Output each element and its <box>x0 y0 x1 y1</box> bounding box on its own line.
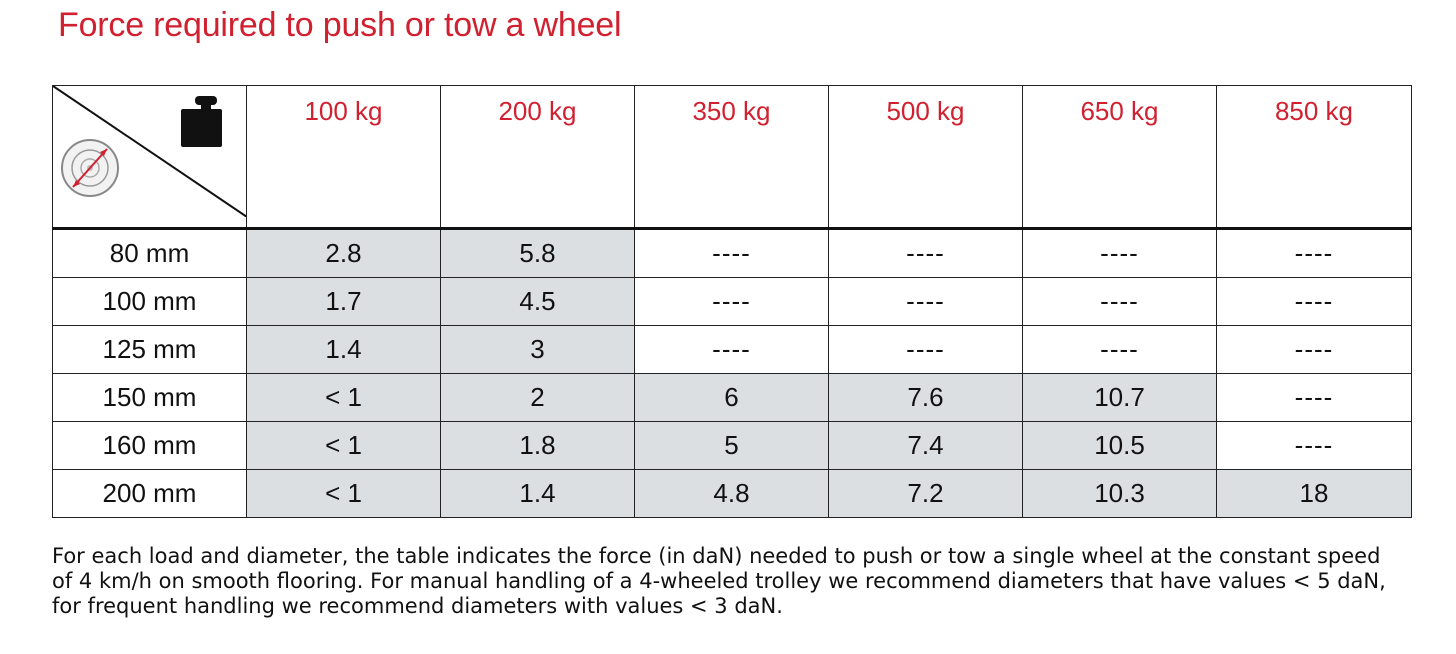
table-row: 80 mm 2.8 5.8 ---- ---- ---- ---- <box>52 228 1412 278</box>
force-value-cell: 5 <box>634 421 829 470</box>
load-header-200kg: 200 kg <box>440 85 635 230</box>
diameter-cell: 200 mm <box>52 469 247 518</box>
force-value-cell: 10.7 <box>1022 373 1217 422</box>
load-header-100kg: 100 kg <box>246 85 441 230</box>
corner-diagonal <box>53 86 247 217</box>
force-value-cell: 5.8 <box>440 228 635 278</box>
force-value-cell: 2 <box>440 373 635 422</box>
page-title: Force required to push or tow a wheel <box>58 6 622 44</box>
force-value-cell: ---- <box>1022 277 1217 326</box>
force-value-cell: ---- <box>634 325 829 374</box>
force-value-cell: ---- <box>1216 325 1412 374</box>
weight-icon <box>181 96 222 147</box>
force-value-cell: 1.7 <box>246 277 441 326</box>
footnote-line: for frequent handling we recommend diame… <box>52 594 783 618</box>
force-value-cell: ---- <box>1216 421 1412 470</box>
force-value-cell: 3 <box>440 325 635 374</box>
table-row: 160 mm < 1 1.8 5 7.4 10.5 ---- <box>52 421 1412 470</box>
force-value-cell: 10.3 <box>1022 469 1217 518</box>
force-table: 100 kg 200 kg 350 kg 500 kg 650 kg 850 k… <box>52 85 1412 518</box>
force-value-cell: ---- <box>1216 228 1412 278</box>
force-value-cell: 1.8 <box>440 421 635 470</box>
load-header-650kg: 650 kg <box>1022 85 1217 230</box>
table-row: 125 mm 1.4 3 ---- ---- ---- ---- <box>52 325 1412 374</box>
diameter-cell: 150 mm <box>52 373 247 422</box>
header-row: 100 kg 200 kg 350 kg 500 kg 650 kg 850 k… <box>52 85 1412 230</box>
load-header-850kg: 850 kg <box>1216 85 1412 230</box>
footnote: For each load and diameter, the table in… <box>52 544 1422 619</box>
load-header-350kg: 350 kg <box>634 85 829 230</box>
diameter-cell: 125 mm <box>52 325 247 374</box>
corner-cell <box>52 85 247 230</box>
force-value-cell: 2.8 <box>246 228 441 278</box>
force-value-cell: < 1 <box>246 421 441 470</box>
diameter-cell: 160 mm <box>52 421 247 470</box>
force-value-cell: 7.6 <box>828 373 1023 422</box>
force-value-cell: < 1 <box>246 469 441 518</box>
force-value-cell: 18 <box>1216 469 1412 518</box>
force-value-cell: ---- <box>1216 373 1412 422</box>
force-value-cell: 10.5 <box>1022 421 1217 470</box>
force-value-cell: ---- <box>828 228 1023 278</box>
force-value-cell: ---- <box>634 228 829 278</box>
force-value-cell: 1.4 <box>246 325 441 374</box>
wheel-diameter-icon <box>61 139 119 197</box>
force-value-cell: 7.4 <box>828 421 1023 470</box>
force-value-cell: < 1 <box>246 373 441 422</box>
force-value-cell: 4.5 <box>440 277 635 326</box>
force-value-cell: ---- <box>828 325 1023 374</box>
force-value-cell: ---- <box>828 277 1023 326</box>
force-value-cell: 7.2 <box>828 469 1023 518</box>
diameter-cell: 80 mm <box>52 228 247 278</box>
force-value-cell: ---- <box>1022 325 1217 374</box>
force-value-cell: 4.8 <box>634 469 829 518</box>
force-value-cell: 1.4 <box>440 469 635 518</box>
force-value-cell: ---- <box>634 277 829 326</box>
force-value-cell: ---- <box>1022 228 1217 278</box>
table-row: 100 mm 1.7 4.5 ---- ---- ---- ---- <box>52 277 1412 326</box>
table-row: 200 mm < 1 1.4 4.8 7.2 10.3 18 <box>52 469 1412 518</box>
table-row: 150 mm < 1 2 6 7.6 10.7 ---- <box>52 373 1412 422</box>
force-value-cell: 6 <box>634 373 829 422</box>
footnote-line: of 4 km/h on smooth flooring. For manual… <box>52 569 1386 593</box>
diameter-cell: 100 mm <box>52 277 247 326</box>
load-header-500kg: 500 kg <box>828 85 1023 230</box>
force-value-cell: ---- <box>1216 277 1412 326</box>
footnote-line: For each load and diameter, the table in… <box>52 544 1381 568</box>
